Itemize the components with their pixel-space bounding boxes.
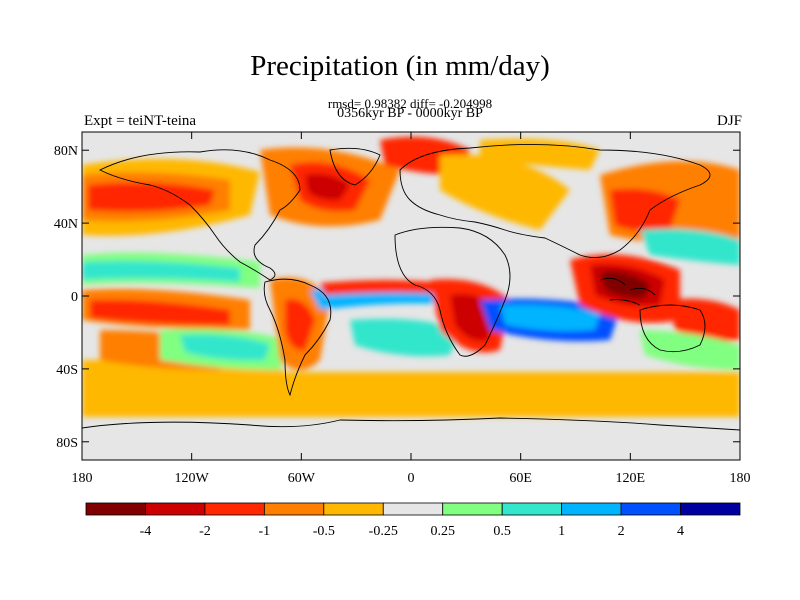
lon-tick-label: 120W	[175, 471, 210, 486]
greenland-coast	[329, 147, 381, 186]
south-pacific-cyan	[180, 334, 270, 361]
colorbar: -4 -2 -1 -0.5 -0.25 0.25 0.5 1 2 4	[85, 502, 741, 539]
colorbar-label: -2	[199, 524, 211, 539]
north-atlantic-core	[305, 173, 350, 201]
colorbar-swatch	[680, 502, 741, 516]
colorbar-swatch	[382, 502, 444, 516]
colorbar-label: 4	[677, 524, 684, 539]
axis-ticks: 80N 40N 0 40S 80S 180 120W 60W 0 60E 120E 180	[54, 132, 751, 486]
colorbar-label: -0.25	[369, 524, 398, 539]
indian-ocean-cyan	[500, 304, 600, 332]
south-pacific-red	[90, 299, 230, 325]
colorbar-label: -1	[259, 524, 271, 539]
lon-tick-label: 60W	[288, 471, 316, 486]
colorbar-swatch	[263, 502, 325, 516]
lon-tick-label: 180	[730, 471, 751, 486]
atlantic-red-band	[320, 279, 460, 295]
antarctica-coast	[82, 417, 740, 431]
colorbar-swatch	[204, 502, 265, 516]
lon-tick-label: 0	[408, 471, 415, 486]
colorbar-swatch	[85, 502, 146, 516]
maritime-islands	[599, 277, 656, 306]
lat-tick-label: 0	[71, 290, 78, 305]
lon-tick-label: 120E	[616, 471, 646, 486]
experiment-label: Expt = teiNT-teina	[84, 113, 197, 129]
lon-tick-label: 180	[72, 471, 93, 486]
colorbar-swatch	[561, 502, 622, 516]
lat-tick-label: 80S	[56, 436, 78, 451]
north-america-coast	[98, 149, 301, 281]
colorbar-swatch	[501, 502, 563, 516]
west-pacific-red	[610, 188, 680, 232]
lat-tick-label: 80N	[54, 144, 78, 159]
precip-field	[82, 136, 740, 417]
africa-coast	[394, 226, 511, 357]
colorbar-label: -4	[140, 524, 152, 539]
lat-tick-label: 40S	[56, 363, 78, 378]
lon-tick-label: 60E	[509, 471, 532, 486]
north-pacific-trade-cyan	[640, 228, 740, 265]
colorbar-swatch	[323, 502, 384, 516]
stats-line: rmsd= 0.98382 diff= -0.204998	[327, 96, 493, 111]
asia-orange	[440, 154, 570, 230]
southwest-pacific-red	[670, 298, 740, 342]
coastlines	[82, 144, 740, 431]
colorbar-swatch	[145, 502, 206, 516]
south-america-red	[285, 299, 315, 351]
eurasia-coast	[399, 144, 711, 259]
colorbar-label: 1	[558, 524, 565, 539]
season-label: DJF	[716, 113, 742, 129]
chart-title: Precipitation (in mm/day)	[250, 50, 550, 82]
australia-coast	[639, 304, 706, 353]
period-line: 0356kyr BP - 0000kyr BP	[337, 106, 483, 121]
south-indian-green	[640, 330, 740, 370]
tropical-pacific-cyan	[82, 260, 240, 282]
south-america-coast	[263, 278, 332, 397]
south-atlantic-cyan	[350, 318, 460, 357]
colorbar-swatch	[442, 502, 503, 516]
colorbar-label: 0.25	[430, 524, 455, 539]
north-pacific-core	[88, 182, 215, 212]
colorbar-label: 0.5	[493, 524, 511, 539]
colorbar-label: 2	[618, 524, 625, 539]
colorbar-label: -0.5	[313, 524, 335, 539]
colorbar-swatch	[620, 502, 681, 516]
lat-tick-label: 40N	[54, 217, 78, 232]
